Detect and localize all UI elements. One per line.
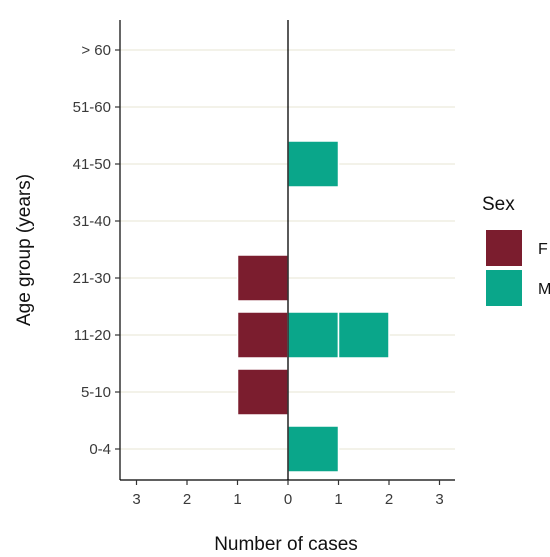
y-tick-label: 5-10 (81, 384, 111, 401)
legend-label-f: F (538, 241, 548, 258)
legend-key-f (486, 230, 522, 266)
axes (115, 20, 455, 485)
legend-label-m: M (538, 281, 550, 298)
y-tick-label: 0-4 (89, 441, 111, 458)
y-tick-label: 21-30 (73, 270, 111, 287)
bar-f-2130 (236, 254, 289, 302)
bar-m-1120 (337, 311, 390, 359)
y-tick-label: 51-60 (73, 99, 111, 116)
y-axis-title: Age group (years) (14, 174, 35, 326)
bar-m-4150 (287, 140, 340, 188)
legend-title: Sex (482, 194, 515, 215)
legend-key-m (486, 270, 522, 306)
x-axis-title: Number of cases (214, 534, 358, 555)
bar-f-510 (236, 368, 289, 416)
bars (236, 140, 390, 473)
x-tick-label: 2 (183, 491, 191, 508)
bar-f-1120 (236, 311, 289, 359)
x-tick-label: 0 (284, 491, 292, 508)
y-tick-label: 11-20 (74, 327, 111, 344)
y-tick-label: 41-50 (73, 156, 111, 173)
tick-labels: 0-4 5-10 11-20 21-30 31-40 41-50 51-60 > 60 3 2 1 0… (73, 42, 444, 508)
y-tick-label: > 60 (81, 42, 111, 59)
bar-m-04 (287, 425, 340, 473)
y-tick-label: 31-40 (73, 213, 111, 230)
legend: Sex F M (482, 194, 550, 306)
x-tick-label: 3 (435, 491, 443, 508)
x-tick-label: 3 (132, 491, 140, 508)
x-tick-label: 1 (334, 491, 342, 508)
x-tick-label: 2 (385, 491, 393, 508)
x-tick-label: 1 (233, 491, 241, 508)
bar-m-1120 (287, 311, 340, 359)
